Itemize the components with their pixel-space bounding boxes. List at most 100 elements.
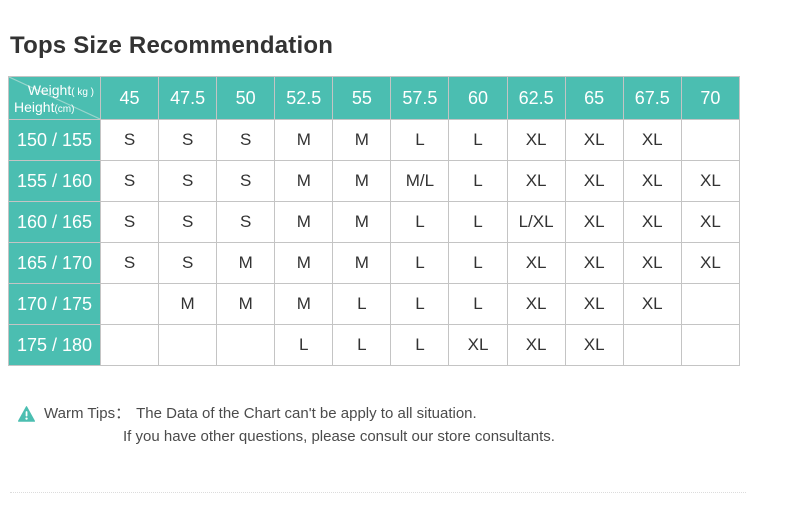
tips-label: Warm Tips： <box>44 405 131 422</box>
height-axis-label: Height(cm) <box>14 99 75 115</box>
size-cell: L <box>448 160 508 202</box>
size-cell: L <box>390 242 450 284</box>
height-row-header: 170 / 175 <box>8 283 101 325</box>
size-cell: M <box>332 160 392 202</box>
size-cell: M <box>274 283 334 325</box>
weight-axis-label: Weight( kg ) <box>27 82 94 98</box>
size-cell: XL <box>564 119 624 161</box>
size-cell: S <box>99 242 160 284</box>
height-row-header: 150 / 155 <box>8 119 101 161</box>
size-cell: XL <box>564 160 624 202</box>
weight-header-cell: 45 <box>99 76 160 120</box>
size-cell: XL <box>564 201 624 243</box>
size-cell: L <box>448 119 508 161</box>
size-cell <box>680 119 741 161</box>
tips-text-2: If you have other questions, please cons… <box>123 428 555 445</box>
size-cell: M <box>332 242 392 284</box>
size-cell: M/L <box>390 160 450 202</box>
size-cell <box>158 324 218 366</box>
diagonal-divider-line <box>9 77 100 119</box>
size-table-row: 165 / 170 S S M M M L L XL XL XL XL <box>8 242 741 284</box>
weight-header-cell: 65 <box>564 76 624 120</box>
size-cell: XL <box>506 283 566 325</box>
size-cell: S <box>158 242 218 284</box>
size-table-row: 160 / 165 S S S M M L L L/XL XL XL XL <box>8 201 741 243</box>
weight-header-cell: 60 <box>448 76 508 120</box>
size-cell: M <box>216 242 276 284</box>
size-table: Weight( kg ) Height(cm) 45 47.5 50 52.5 55 57… <box>8 76 741 366</box>
weight-header-cell: 62.5 <box>506 76 566 120</box>
size-cell: L <box>448 242 508 284</box>
size-cell: L <box>448 201 508 243</box>
page-title: Tops Size Recommendation <box>10 32 334 59</box>
size-cell: L <box>390 201 450 243</box>
size-table-header: Weight( kg ) Height(cm) 45 47.5 50 52.5 55 57… <box>8 76 741 120</box>
size-cell: M <box>274 201 334 243</box>
size-cell: XL <box>506 160 566 202</box>
size-cell: XL <box>622 119 682 161</box>
size-cell: S <box>158 201 218 243</box>
size-cell: XL <box>506 119 566 161</box>
height-row-header: 155 / 160 <box>8 160 101 202</box>
tips-text-1: The Data of the Chart can't be apply to … <box>136 405 477 422</box>
size-cell: L <box>390 283 450 325</box>
size-table-row: 170 / 175 M M M L L L XL XL XL <box>8 283 741 325</box>
size-cell: M <box>274 119 334 161</box>
weight-header-cell: 57.5 <box>390 76 450 120</box>
weight-header-cell: 52.5 <box>274 76 334 120</box>
corner-cell: Weight( kg ) Height(cm) <box>8 76 101 120</box>
weight-header-cell: 67.5 <box>622 76 682 120</box>
size-cell: S <box>158 160 218 202</box>
size-table-row: 155 / 160 S S S M M M/L L XL XL XL XL <box>8 160 741 202</box>
size-cell: L <box>332 283 392 325</box>
size-cell <box>680 283 741 325</box>
weight-header-cell: 50 <box>216 76 276 120</box>
height-row-header: 160 / 165 <box>8 201 101 243</box>
size-cell: XL <box>680 242 741 284</box>
size-cell: M <box>216 283 276 325</box>
tips-line-1: Warm Tips： The Data of the Chart can't b… <box>18 403 555 425</box>
size-cell: XL <box>506 324 566 366</box>
size-table-row: 175 / 180 L L L XL XL XL <box>8 324 741 366</box>
size-cell <box>622 324 682 366</box>
tips-line-2: If you have other questions, please cons… <box>123 426 555 448</box>
size-cell: S <box>99 201 160 243</box>
size-cell: XL <box>564 324 624 366</box>
size-cell: S <box>99 119 160 161</box>
size-cell: XL <box>564 283 624 325</box>
size-cell: L <box>448 283 508 325</box>
size-cell: M <box>332 119 392 161</box>
size-cell <box>99 283 160 325</box>
height-row-header: 165 / 170 <box>8 242 101 284</box>
warm-tips: Warm Tips： The Data of the Chart can't b… <box>18 403 555 448</box>
size-cell: S <box>216 119 276 161</box>
size-cell <box>216 324 276 366</box>
size-cell: M <box>274 160 334 202</box>
size-cell: XL <box>622 201 682 243</box>
size-cell: S <box>216 160 276 202</box>
size-cell: XL <box>622 160 682 202</box>
warning-triangle-icon <box>18 406 35 422</box>
size-cell: M <box>274 242 334 284</box>
size-cell: L <box>390 119 450 161</box>
weight-header-cell: 47.5 <box>158 76 218 120</box>
size-cell <box>680 324 741 366</box>
size-cell: S <box>216 201 276 243</box>
size-cell <box>99 324 160 366</box>
size-cell: XL <box>680 201 741 243</box>
dotted-divider <box>10 492 746 493</box>
size-cell: L <box>332 324 392 366</box>
size-cell: XL <box>564 242 624 284</box>
size-cell: XL <box>448 324 508 366</box>
size-table-body: 150 / 155 S S S M M L L XL XL XL 155 / 160 S S S M M M/L L… <box>8 119 741 366</box>
size-table-row: 150 / 155 S S S M M L L XL XL XL <box>8 119 741 161</box>
size-cell: L/XL <box>506 201 566 243</box>
size-cell: L <box>274 324 334 366</box>
size-cell: XL <box>506 242 566 284</box>
size-cell: M <box>158 283 218 325</box>
height-row-header: 175 / 180 <box>8 324 101 366</box>
size-cell: S <box>158 119 218 161</box>
size-cell: XL <box>680 160 741 202</box>
size-cell: XL <box>622 283 682 325</box>
